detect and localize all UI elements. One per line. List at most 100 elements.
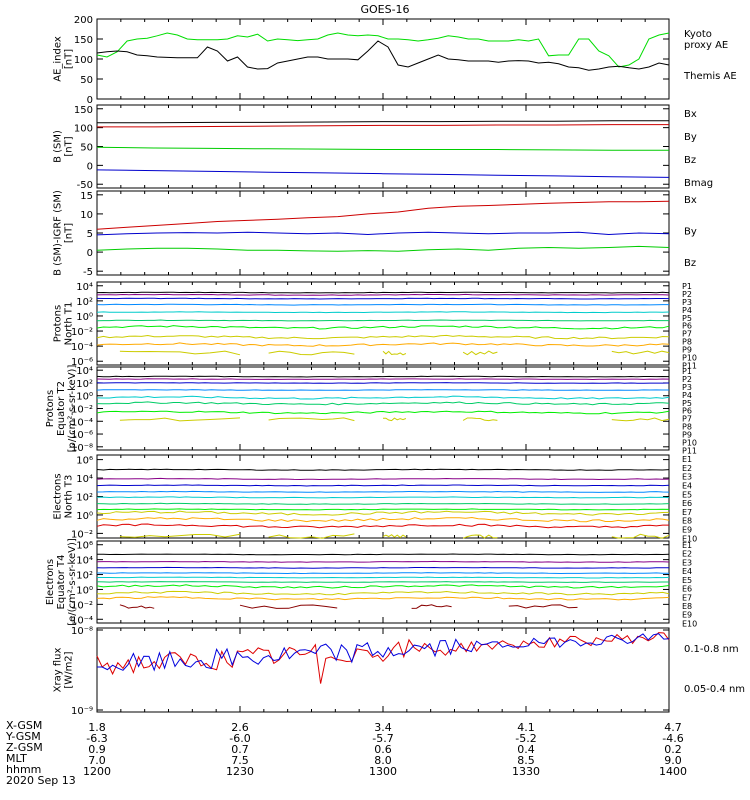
legend-label-en: E1 [682,455,692,464]
y-tick-label-pn: 10² [76,297,93,308]
y-tick-label-pe: 10² [76,379,93,390]
y-tick-label-ee: 10⁶ [76,541,93,552]
y-axis-title-ae: [nT] [64,49,75,69]
series-line-ae-1 [96,40,670,71]
legend-label-ee: E10 [682,619,697,628]
fragment-line-pe-1 [268,417,355,422]
ephemeris-value: 1400 [659,765,687,778]
legend-label-bigrf: Bz [684,258,696,269]
y-axis-title-pn: Protons [53,305,64,342]
channel-line-pe-0 [96,375,670,378]
ephemeris-value: 7.0 [88,754,106,767]
y-tick-label-en: 10⁰ [76,511,93,522]
ephemeris-value: -6.0 [229,732,250,745]
series-line-xray-1 [97,633,670,672]
legend-label-xray: 0.05-0.4 nm [684,684,745,695]
y-axis-title-ee: Electrons [45,559,56,605]
legend-label-bsm: Bx [684,109,697,120]
y-tick-label-bigrf: 0 [87,248,93,259]
ephemeris-value: 1200 [83,765,111,778]
y-tick-label-xray: 10⁻⁹ [71,706,93,717]
y-tick-label-xray: 10⁻⁸ [71,626,93,637]
legend-label-ee: E3 [682,558,692,567]
legend-label-pn: P11 [682,361,697,370]
panel-frame-xray [96,627,670,713]
channel-line-en-3 [96,490,670,493]
channel-line-ee-6 [96,584,670,589]
y-tick-label-bigrf: -5 [83,267,93,278]
channel-line-en-1 [96,477,670,481]
y-tick-label-pn: 10⁰ [76,312,93,323]
channel-line-pe-1 [96,378,670,381]
fragment-line-en-4 [611,533,670,539]
y-tick-label-bsm: 150 [74,105,93,116]
legend-label-pe: P6 [682,407,692,416]
series-line-bsm-0 [96,169,670,178]
y-tick-label-bigrf: 5 [87,229,93,240]
y-tick-label-bsm: -50 [77,180,93,191]
channel-line-ee-1 [96,560,670,563]
ephemeris-value: 7.5 [231,754,249,767]
y-tick-label-pe: 10⁰ [76,392,93,403]
legend-label-bsm: Bz [684,155,696,166]
legend-label-pn: P6 [682,322,692,331]
channel-line-pn-1 [96,293,670,296]
fragment-line-pe-3 [462,417,498,422]
channel-line-en-5 [96,502,670,505]
y-tick-label-ae: 100 [74,55,93,66]
legend-label-ee: E5 [682,576,692,585]
channel-line-pe-4 [96,395,670,400]
legend-label-pe: P7 [682,415,692,424]
ephemeris-value: -4.6 [662,732,683,745]
y-tick-label-ee: 10⁰ [76,585,93,596]
channel-line-pn-4 [96,311,670,314]
legend-label-pe: P4 [682,391,692,400]
legend-label-en: E8 [682,517,692,526]
ephemeris-value: -5.7 [372,732,393,745]
plot-title: GOES-16 [360,3,409,16]
ephemeris-value: 0.4 [517,743,535,756]
legend-label-pe: P10 [682,438,697,447]
series-line-bigrf-2 [96,200,670,230]
y-tick-label-pn: 10⁻⁴ [71,342,93,353]
y-tick-label-pn: 10⁻⁶ [71,357,93,368]
legend-label-pn: P5 [682,314,692,323]
y-axis-title-en: North T3 [64,475,75,519]
series-line-bigrf-1 [96,245,670,252]
y-tick-label-pe: 10⁴ [76,366,93,377]
legend-label-ee: E9 [682,611,692,620]
channel-line-pn-8 [96,342,670,347]
panel-frame-bsm [96,104,670,189]
channel-line-ee-8 [96,596,670,601]
legend-label-en: E2 [682,464,692,473]
y-tick-label-pe: 10⁻⁶ [71,430,93,441]
legend-label-ee: E7 [682,593,692,602]
ephemeris-value: 0.9 [88,743,106,756]
channel-line-pn-7 [96,334,670,340]
series-line-bigrf-0 [96,231,670,236]
channel-line-en-4 [96,496,670,499]
legend-label-ee: E4 [682,567,692,576]
channel-line-ee-5 [96,581,669,583]
y-tick-label-pn: 10⁻² [71,327,93,338]
legend-label-bsm: By [684,132,697,143]
fragment-line-pn-2 [382,350,407,356]
y-tick-label-bsm: 50 [80,143,93,154]
y-tick-label-bsm: 100 [74,124,93,135]
legend-label-pn: P1 [682,282,692,291]
legend-label-pe: P2 [682,375,692,384]
legend-label-bsm: Bmag [684,178,713,189]
legend-label-en: E3 [682,473,692,482]
ephemeris-value: 0.2 [664,743,682,756]
y-axis-title-xray: Xray flux [53,648,64,693]
ephemeris-value: 4.7 [664,721,682,734]
y-tick-label-pn: 10⁴ [76,282,93,293]
y-axis-title-bsm: B (SM) [53,130,64,163]
legend-label-en: E7 [682,508,692,517]
fragment-line-ee-3 [508,604,578,609]
channel-line-pn-0 [96,291,670,294]
y-tick-label-ee: 10⁻⁴ [71,615,93,626]
fragment-line-en-2 [382,534,407,539]
fragment-line-en-0 [119,533,241,538]
ephemeris-value: 3.4 [374,721,392,734]
